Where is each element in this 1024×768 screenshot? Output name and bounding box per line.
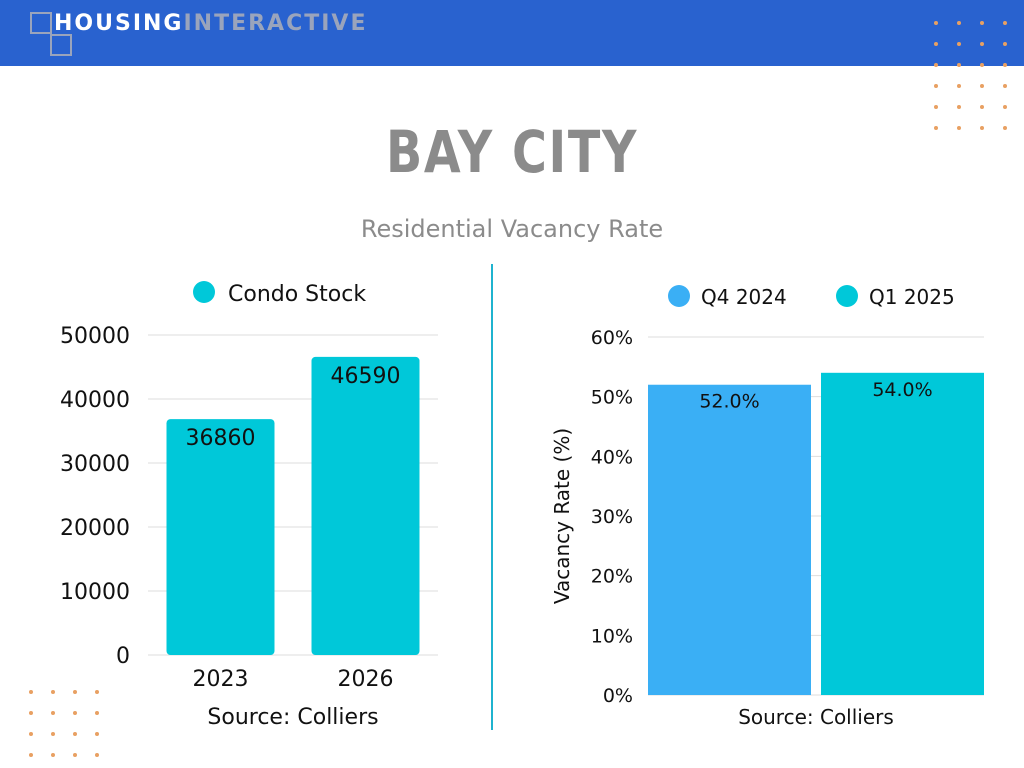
decorative-dot [957, 21, 961, 25]
decorative-dot [29, 711, 33, 715]
decorative-dot [73, 711, 77, 715]
y-tick-label: 40% [591, 446, 633, 468]
decorative-dot [1003, 126, 1007, 130]
decorative-dot [934, 84, 938, 88]
decorative-dot [957, 105, 961, 109]
y-tick-label: 50000 [60, 324, 130, 349]
decorative-dot [980, 126, 984, 130]
decorative-dot [1003, 21, 1007, 25]
decorative-dot [51, 732, 55, 736]
decorative-dot [934, 21, 938, 25]
y-tick-label: 30% [591, 506, 633, 528]
vacancy-rate-chart: Q4 2024 Q1 2025 0% 10% 20% 30% 40% 50% 60% Vacanc… [550, 285, 984, 729]
y-axis-label: Vacancy Rate (%) [550, 428, 574, 604]
decorative-dot [95, 753, 99, 757]
legend-label: Q1 2025 [869, 285, 955, 309]
logo-square-icon [30, 12, 52, 34]
bar [311, 356, 420, 655]
x-axis-label: Source: Colliers [207, 705, 378, 730]
bar [166, 419, 275, 655]
bar-data-label: 52.0% [699, 391, 759, 413]
bar-data-label: 36860 [186, 426, 256, 451]
condo-stock-chart: Condo Stock 0 10000 20000 30000 40000 50000 368… [60, 281, 438, 730]
brand-part-housing: HOUSING [54, 11, 184, 36]
y-tick-label: 10% [591, 625, 633, 647]
legend-label: Q4 2024 [701, 285, 787, 309]
legend-marker [668, 285, 690, 307]
decorative-dot [957, 42, 961, 46]
y-tick-label: 60% [591, 327, 633, 349]
decorative-dot [957, 63, 961, 67]
decorative-dot [980, 42, 984, 46]
chart-divider [491, 264, 493, 730]
x-tick-label: 2026 [338, 667, 394, 692]
decorative-dot [934, 126, 938, 130]
y-tick-label: 0% [603, 685, 633, 707]
decorative-dot [957, 126, 961, 130]
brand-part-interactive: INTERACTIVE [183, 11, 368, 36]
y-tick-label: 10000 [60, 580, 130, 605]
decorative-dot [980, 84, 984, 88]
bar-data-label: 46590 [331, 364, 401, 389]
legend-marker [193, 281, 215, 303]
y-tick-label: 30000 [60, 452, 130, 477]
y-tick-label: 20000 [60, 516, 130, 541]
decorative-dot [957, 84, 961, 88]
decorative-dot [934, 105, 938, 109]
decorative-dot [29, 753, 33, 757]
logo-square-icon [50, 34, 72, 56]
decorative-dot [1003, 105, 1007, 109]
decorative-dot [934, 42, 938, 46]
decorative-dot [1003, 63, 1007, 67]
page-title: BAY CITY [385, 118, 639, 186]
decorative-dot [1003, 84, 1007, 88]
legend-label: Condo Stock [228, 282, 366, 307]
decorative-dot [51, 711, 55, 715]
y-tick-label: 20% [591, 566, 633, 588]
x-tick-label: 2023 [193, 667, 249, 692]
decorative-dot [73, 753, 77, 757]
decorative-dot [980, 63, 984, 67]
bar [821, 372, 984, 695]
header-bar [0, 0, 1024, 66]
decorative-dot [934, 63, 938, 67]
brand-logo: HOUSINGINTERACTIVE [54, 11, 367, 37]
bar-data-label: 54.0% [872, 379, 932, 401]
decorative-dot [51, 753, 55, 757]
page-subtitle: Residential Vacancy Rate [360, 215, 664, 243]
decorative-dot [73, 690, 77, 694]
legend-marker [836, 285, 858, 307]
bar [648, 384, 811, 695]
y-tick-label: 50% [591, 387, 633, 409]
decorative-dot [29, 732, 33, 736]
decorative-dot [73, 732, 77, 736]
decorative-dot [29, 690, 33, 694]
decorative-dot [980, 21, 984, 25]
decorative-dot [1003, 42, 1007, 46]
decorative-dot [51, 690, 55, 694]
decorative-dot [95, 690, 99, 694]
x-axis-label: Source: Colliers [738, 705, 894, 729]
decorative-dot [95, 711, 99, 715]
decorative-dot [95, 732, 99, 736]
decorative-dot [980, 105, 984, 109]
y-tick-label: 0 [116, 644, 130, 669]
y-tick-label: 40000 [60, 388, 130, 413]
